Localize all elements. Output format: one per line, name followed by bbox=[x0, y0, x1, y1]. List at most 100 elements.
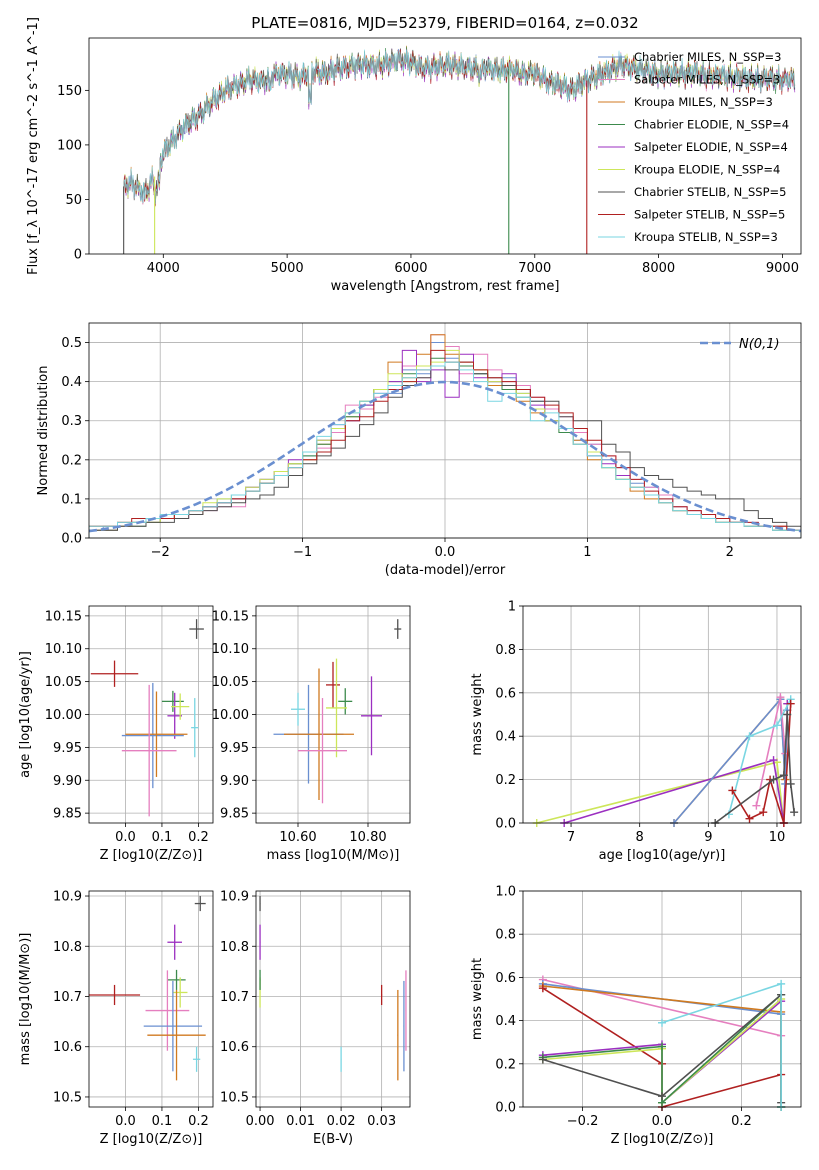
x-tick-label: 0.0 bbox=[115, 1114, 136, 1129]
y-tick-label: 10.7 bbox=[220, 990, 249, 1005]
legend-label: Chabrier MILES, N_SSP=3 bbox=[634, 50, 781, 64]
y-axis-label: Flux [f_λ 10^-17 erg cm^-2 s^-1 A^-1] bbox=[26, 17, 41, 275]
plus-marker bbox=[790, 808, 799, 817]
error-point-3 bbox=[361, 676, 382, 756]
x-tick-label: 4000 bbox=[147, 261, 180, 276]
x-tick-label: 0.1 bbox=[152, 1114, 173, 1129]
plus-marker bbox=[786, 779, 795, 788]
plot-3: 10.60 10.80 9.85 9.90 9.95 10.00 10.05 10.10 10.… bbox=[212, 605, 411, 863]
legend-label: Salpeter MILES, N_SSP=3 bbox=[634, 73, 780, 87]
x-tick-label: 10.80 bbox=[349, 830, 386, 845]
legend-label: Kroupa STELIB, N_SSP=3 bbox=[634, 230, 778, 244]
y-tick-label: 10.05 bbox=[45, 675, 82, 690]
y-tick-label: 0.0 bbox=[495, 1101, 516, 1116]
plus-marker bbox=[769, 756, 778, 765]
y-tick-label: 9.90 bbox=[220, 774, 249, 789]
error-point-5 bbox=[191, 698, 199, 758]
plus-marker bbox=[786, 699, 795, 708]
x-tick-label: 0.1 bbox=[152, 830, 173, 845]
error-point-7 bbox=[403, 980, 405, 1072]
legend-label: Salpeter ELODIE, N_SSP=4 bbox=[634, 140, 788, 154]
error-point-5 bbox=[380, 984, 383, 1006]
x-tick-label: 0.0 bbox=[115, 830, 136, 845]
plot-4: 7 8 9 10 0.0 0.2 0.4 0.6 0.8 1 age [log10(age/yr)]… bbox=[470, 600, 802, 863]
y-tick-label: 9.85 bbox=[220, 807, 249, 822]
points bbox=[90, 619, 204, 817]
y-tick-label: 0.4 bbox=[495, 1014, 516, 1029]
y-tick-label: 1 bbox=[508, 600, 516, 615]
axes-frame bbox=[88, 37, 802, 255]
error-point-3 bbox=[89, 984, 141, 1006]
plus-marker bbox=[759, 808, 768, 817]
error-point-8 bbox=[405, 970, 407, 1051]
hist-group bbox=[89, 334, 801, 538]
y-tick-label: 0.8 bbox=[495, 643, 516, 658]
y-tick-label: 1.0 bbox=[495, 885, 516, 900]
error-point-8 bbox=[192, 1046, 201, 1072]
x-axis-label: E(B-V) bbox=[313, 1132, 353, 1147]
x-tick-label: 0.01 bbox=[286, 1114, 315, 1129]
hist-series-8 bbox=[89, 361, 801, 538]
y-tick-label: 0 bbox=[74, 248, 82, 263]
x-tick-label: 0.0 bbox=[435, 545, 456, 560]
points bbox=[89, 896, 206, 1081]
y-tick-label: 10.6 bbox=[220, 1040, 249, 1055]
plus-marker bbox=[658, 1042, 666, 1051]
plus-marker bbox=[772, 721, 781, 730]
hist-series-6 bbox=[89, 361, 801, 538]
y-tick-label: 10.9 bbox=[53, 890, 82, 905]
legend-label: Chabrier ELODIE, N_SSP=4 bbox=[634, 118, 789, 132]
x-axis-label: Z [log10(Z/Z⊙)] bbox=[100, 848, 203, 863]
spectrum-8 bbox=[123, 49, 796, 204]
error-point-6 bbox=[143, 980, 203, 1072]
plot-5: 0.0 0.1 0.2 10.5 10.6 10.7 10.8 10.9 Z [log10(Z/… bbox=[18, 890, 214, 1147]
y-tick-label: 9.95 bbox=[220, 741, 249, 756]
y-tick-label: 0.4 bbox=[495, 730, 516, 745]
lines bbox=[532, 693, 799, 827]
x-tick-label: −2 bbox=[151, 545, 170, 560]
x-tick-label: 0.03 bbox=[367, 1114, 396, 1129]
y-tick-label: 10.10 bbox=[212, 642, 249, 657]
plot-6: 0.00 0.01 0.02 0.03 10.5 10.6 10.7 10.8 10.9 E(B-… bbox=[220, 890, 411, 1147]
legend-label: N(0,1) bbox=[739, 337, 780, 352]
error-point-4 bbox=[172, 977, 188, 1008]
error-point-7 bbox=[125, 691, 188, 777]
y-tick-label: 0.0 bbox=[61, 532, 82, 547]
plot-2: 0.0 0.1 0.2 9.85 9.90 9.95 10.00 10.05 10.10 10.1… bbox=[18, 605, 214, 863]
error-point-1 bbox=[259, 924, 261, 960]
x-tick-label: 0.2 bbox=[731, 1114, 752, 1129]
plus-marker bbox=[745, 814, 754, 823]
error-point-3 bbox=[259, 969, 261, 990]
error-point-2 bbox=[167, 969, 186, 990]
error-point-5 bbox=[145, 970, 190, 1051]
y-tick-label: 0.6 bbox=[495, 971, 516, 986]
axes-frame bbox=[255, 890, 411, 1108]
x-tick-label: 0.2 bbox=[188, 1114, 209, 1129]
axes-frame bbox=[88, 890, 214, 1108]
x-axis-label: Z [log10(Z/Z⊙)] bbox=[611, 1132, 714, 1147]
y-axis-label: age [log10(age/yr)] bbox=[18, 651, 33, 778]
y-tick-label: 0.4 bbox=[61, 375, 82, 390]
plus-marker bbox=[769, 775, 778, 784]
x-tick-label: 5000 bbox=[271, 261, 304, 276]
legend: N(0,1) bbox=[700, 337, 780, 352]
x-axis-label: mass [log10(M/M⊙)] bbox=[267, 848, 400, 863]
y-axis-label: mass [log10(M/M⊙)] bbox=[18, 933, 33, 1066]
lines bbox=[538, 975, 786, 1111]
y-tick-label: 10.5 bbox=[220, 1090, 249, 1105]
error-point-4 bbox=[326, 658, 347, 758]
error-point-4 bbox=[171, 693, 190, 720]
error-point-6 bbox=[397, 989, 399, 1081]
axes-frame bbox=[522, 605, 802, 824]
y-tick-label: 0.5 bbox=[61, 336, 82, 351]
x-tick-label: 0.2 bbox=[188, 830, 209, 845]
weight-line-0 bbox=[536, 703, 789, 824]
plus-marker bbox=[777, 979, 786, 988]
y-tick-label: 10.8 bbox=[53, 940, 82, 955]
x-tick-label: 9000 bbox=[766, 261, 799, 276]
x-axis-label: Z [log10(Z/Z⊙)] bbox=[100, 1132, 203, 1147]
y-tick-label: 0.2 bbox=[61, 453, 82, 468]
y-tick-label: 10.7 bbox=[53, 990, 82, 1005]
error-point-8 bbox=[298, 698, 347, 804]
